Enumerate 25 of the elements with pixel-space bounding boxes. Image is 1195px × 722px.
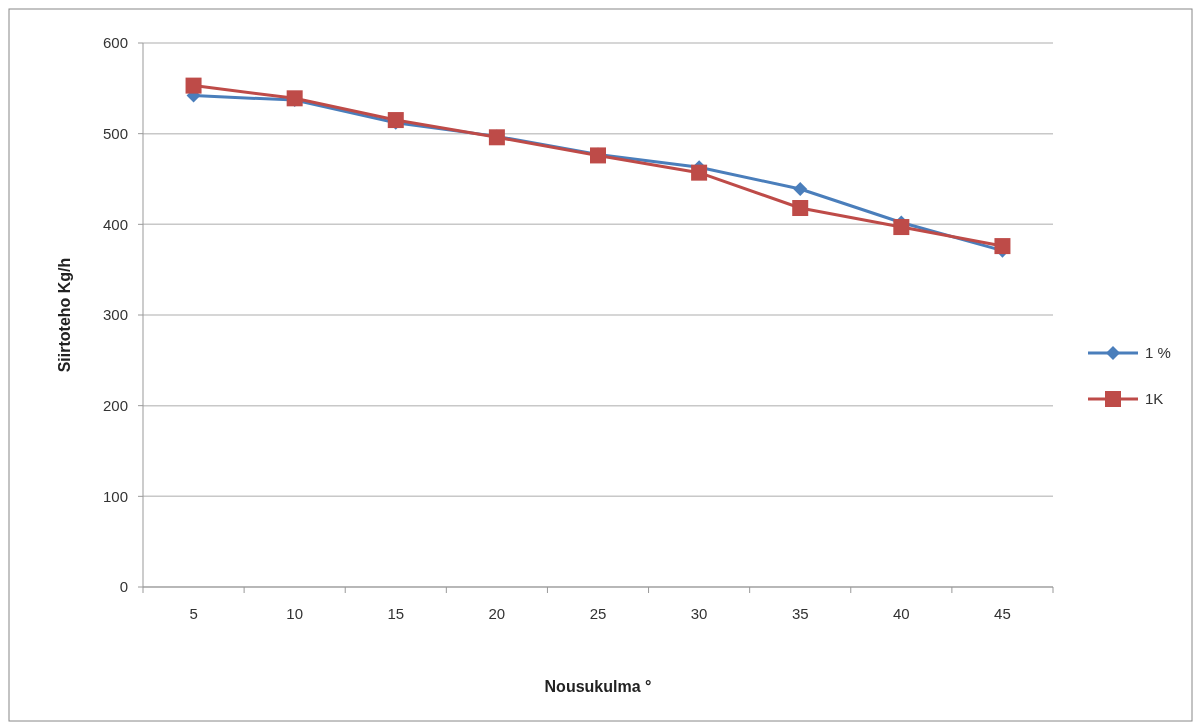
legend-label: 1 % (1145, 344, 1171, 362)
x-tick-label: 15 (387, 605, 405, 622)
x-tick-label: 40 (892, 605, 910, 622)
x-tick-label: 20 (488, 605, 506, 622)
x-tick-label: 5 (189, 605, 198, 622)
x-tick-label: 25 (589, 605, 607, 622)
y-tick-label: 0 (119, 578, 128, 596)
y-tick-label: 200 (102, 396, 128, 414)
y-tick-label: 300 (102, 306, 128, 324)
x-axis-title: Nousukulma ° (544, 678, 652, 695)
x-tick-label: 45 (994, 605, 1011, 622)
x-tick-label: 30 (690, 605, 708, 622)
y-tick-label: 100 (102, 487, 128, 505)
x-tick-label: 35 (791, 605, 809, 622)
y-tick-label: 500 (102, 124, 128, 142)
y-tick-label: 400 (102, 215, 128, 233)
point (185, 77, 202, 94)
point (793, 181, 808, 196)
point (691, 164, 708, 181)
x-tick-label: 10 (286, 605, 304, 622)
y-tick-label: 600 (102, 34, 128, 52)
point (893, 219, 910, 236)
y-axis-title: Siirtoteho Kg/h (56, 257, 73, 373)
legend-label: 1K (1145, 390, 1164, 408)
point (792, 200, 809, 217)
